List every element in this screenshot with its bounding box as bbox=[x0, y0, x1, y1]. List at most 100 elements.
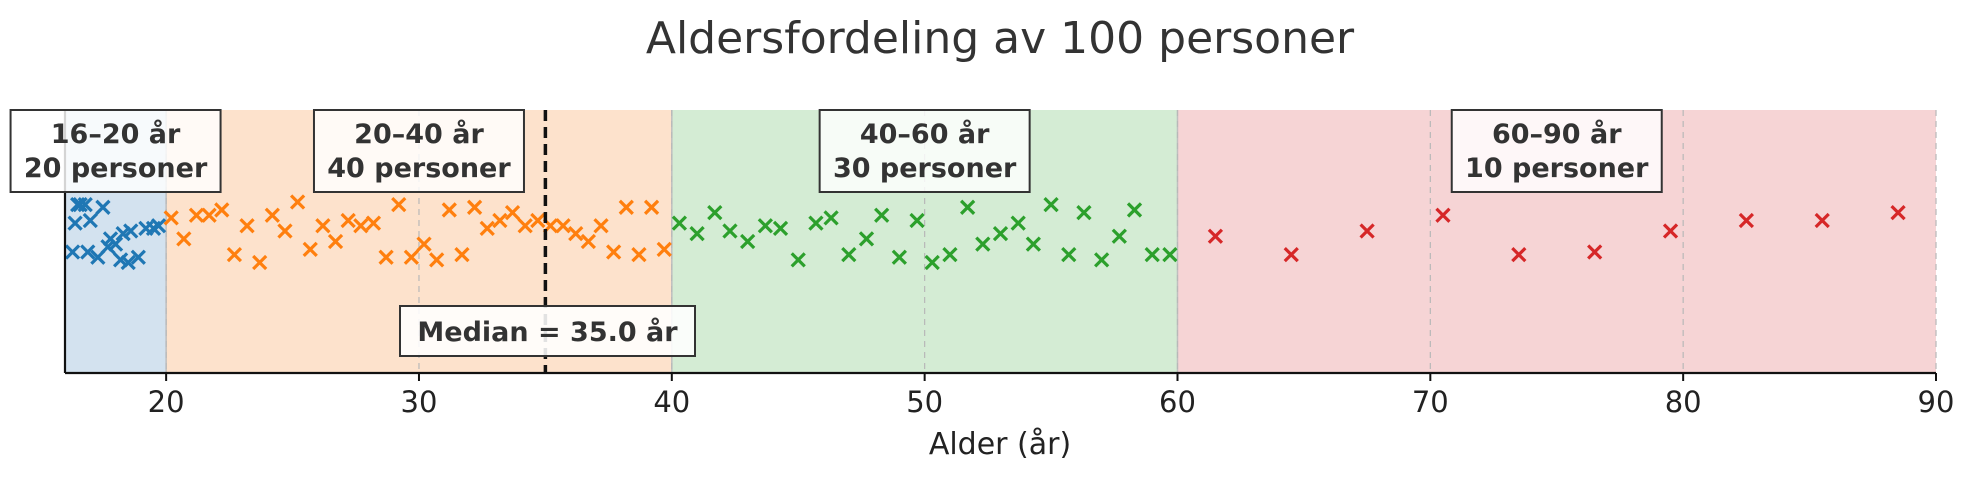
data-point bbox=[790, 252, 806, 268]
data-point bbox=[656, 241, 672, 258]
data-point bbox=[1162, 247, 1178, 263]
data-point bbox=[1435, 207, 1451, 223]
x-axis-label: Alder (år) bbox=[929, 427, 1071, 462]
group-label-box-0 bbox=[9, 109, 222, 193]
data-point bbox=[1283, 247, 1299, 263]
x-tick-label: 90 bbox=[1918, 385, 1955, 419]
data-point bbox=[120, 254, 136, 271]
data-point bbox=[517, 218, 533, 234]
data-point bbox=[1111, 228, 1127, 244]
data-point bbox=[123, 223, 139, 239]
data-point bbox=[874, 207, 890, 223]
data-point bbox=[252, 254, 268, 271]
data-point bbox=[315, 218, 331, 234]
data-point bbox=[95, 199, 111, 215]
data-point bbox=[1025, 236, 1042, 252]
data-point bbox=[1890, 204, 1906, 221]
x-tick-label: 80 bbox=[1665, 385, 1702, 419]
data-point bbox=[403, 249, 420, 265]
data-point bbox=[163, 210, 179, 226]
x-tick-label: 20 bbox=[148, 385, 185, 419]
data-point bbox=[593, 218, 609, 234]
data-point bbox=[340, 212, 356, 229]
data-point bbox=[858, 231, 875, 247]
data-point bbox=[823, 210, 839, 226]
data-point bbox=[479, 220, 495, 236]
group-label-count: 10 personer bbox=[1465, 153, 1649, 184]
data-point bbox=[1207, 228, 1224, 244]
x-tick-label: 30 bbox=[401, 385, 438, 419]
data-point bbox=[942, 247, 958, 263]
data-point bbox=[924, 254, 940, 271]
median-label-box bbox=[399, 305, 696, 357]
data-point bbox=[1043, 197, 1059, 213]
group-label-range: 20–40 år bbox=[354, 118, 484, 150]
data-point bbox=[841, 247, 857, 263]
x-tick-label: 60 bbox=[1159, 385, 1196, 419]
data-point bbox=[226, 247, 243, 263]
group-label-range: 16–20 år bbox=[51, 118, 181, 150]
data-point bbox=[1010, 215, 1026, 231]
data-point bbox=[67, 215, 83, 231]
data-point bbox=[441, 202, 457, 218]
data-point bbox=[707, 204, 723, 221]
data-point bbox=[1587, 244, 1603, 260]
data-point bbox=[757, 218, 773, 234]
data-point bbox=[130, 249, 146, 265]
data-point bbox=[618, 199, 634, 215]
data-point bbox=[1738, 212, 1755, 229]
data-point bbox=[530, 212, 546, 229]
data-point bbox=[82, 212, 98, 229]
data-point bbox=[492, 212, 508, 229]
scatter-points bbox=[64, 194, 1906, 271]
data-point bbox=[64, 244, 81, 260]
data-point bbox=[975, 236, 991, 252]
data-point bbox=[740, 233, 756, 250]
data-point bbox=[1814, 212, 1830, 229]
data-point bbox=[72, 197, 88, 213]
data-point bbox=[201, 207, 217, 223]
data-point bbox=[555, 218, 571, 234]
data-point bbox=[606, 244, 622, 260]
data-point bbox=[580, 233, 597, 250]
chart-title: Aldersfordeling av 100 personer bbox=[646, 13, 1355, 64]
data-point bbox=[1076, 204, 1092, 221]
data-point bbox=[1511, 247, 1527, 263]
data-point bbox=[772, 220, 789, 236]
data-point bbox=[992, 225, 1009, 242]
group-label-box-1 bbox=[312, 109, 525, 193]
data-point bbox=[466, 199, 483, 215]
data-point bbox=[188, 207, 205, 223]
data-point bbox=[80, 244, 96, 260]
group-label-range: 60–90 år bbox=[1492, 118, 1622, 150]
data-point bbox=[107, 236, 124, 252]
x-tick-label: 70 bbox=[1412, 385, 1449, 419]
group-label-range: 40–60 år bbox=[860, 118, 990, 150]
group-label-box-2 bbox=[818, 109, 1031, 193]
data-point bbox=[302, 241, 318, 258]
data-point bbox=[416, 236, 432, 252]
group-label-count: 30 personer bbox=[833, 153, 1017, 184]
data-point bbox=[365, 215, 382, 231]
data-point bbox=[722, 223, 738, 239]
x-ticks: 20 30 40 50 60 70 80 90 bbox=[148, 373, 1955, 419]
data-point bbox=[150, 218, 167, 234]
data-point bbox=[1662, 223, 1679, 239]
group-label-count: 20 personer bbox=[24, 153, 208, 184]
median-marker: Median = 35.0 år bbox=[399, 110, 696, 373]
data-point bbox=[909, 212, 925, 229]
data-point bbox=[353, 218, 369, 234]
median-label: Median = 35.0 år bbox=[417, 316, 678, 348]
data-point bbox=[277, 223, 293, 239]
data-point bbox=[77, 197, 93, 213]
data-point bbox=[1126, 202, 1143, 218]
data-point bbox=[327, 233, 344, 250]
data-point bbox=[1061, 247, 1077, 263]
data-point bbox=[959, 199, 976, 215]
data-point bbox=[239, 218, 255, 234]
data-point bbox=[504, 204, 521, 221]
group-label-count: 40 personer bbox=[327, 153, 511, 184]
x-tick-label: 50 bbox=[906, 385, 943, 419]
data-point bbox=[429, 252, 445, 268]
